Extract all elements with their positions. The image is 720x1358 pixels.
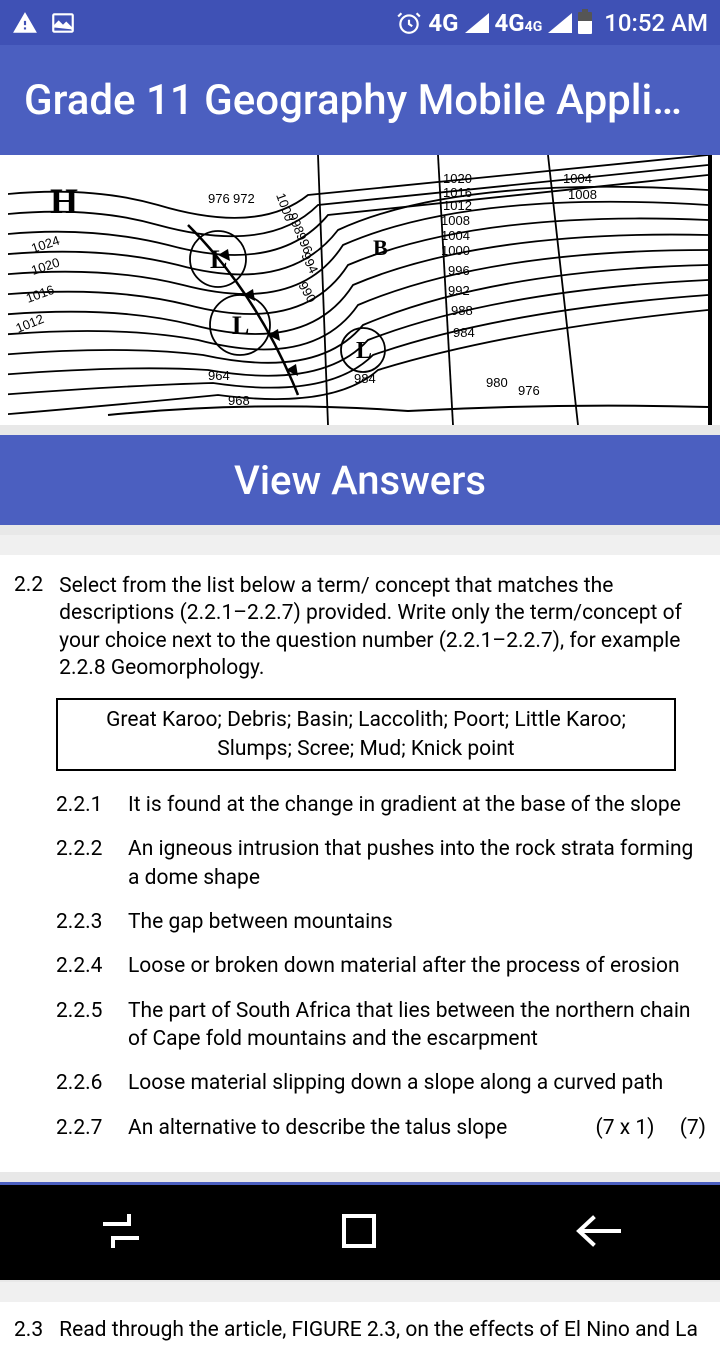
sub-question: 2.2.1 It is found at the change in gradi… [56,791,706,819]
sub-text: It is found at the change in gradient at… [128,791,706,819]
sub-num: 2.2.6 [56,1069,110,1097]
l-symbol-3: L [356,338,372,364]
divider [0,1172,720,1182]
svg-text:972: 972 [233,191,255,206]
sub-text: Loose material slipping down a slope alo… [128,1069,706,1097]
sub-text: The part of South Africa that lies betwe… [128,997,706,1054]
sub-question: 2.2.5 The part of South Africa that lies… [56,997,706,1054]
svg-text:976: 976 [518,383,540,398]
sub-num: 2.2.7 [56,1114,110,1142]
recent-apps-button[interactable] [97,1212,145,1254]
spacer [0,1282,720,1302]
term-list-box: Great Karoo; Debris; Basin; Laccolith; P… [56,698,676,771]
question-instructions: Select from the list below a term/ conce… [59,573,706,682]
image-icon [50,10,76,36]
sub-num: 2.2.5 [56,997,110,1054]
h-symbol: H [50,181,78,221]
alarm-icon [396,10,422,36]
sub-question: 2.2.3 The gap between mountains [56,908,706,936]
status-left [12,10,76,36]
sub-question: 2.2.4 Loose or broken down material afte… [56,952,706,980]
question-2-3: 2.3 Read through the article, FIGURE 2.3… [0,1302,720,1358]
network-label-2: 4G4G [495,9,543,37]
svg-text:964: 964 [208,368,230,383]
clock: 10:52 AM [604,9,708,37]
b-symbol: B [373,235,388,260]
l-symbol-1: L [210,245,227,274]
svg-text:1020: 1020 [29,255,61,278]
marks-per: (7 x 1) [596,1114,655,1142]
sub-questions: 2.2.1 It is found at the change in gradi… [14,791,706,1142]
sub-num: 2.2.3 [56,908,110,936]
sub-question: 2.2.2 An igneous intrusion that pushes i… [56,835,706,892]
navigation-bar [0,1185,720,1280]
svg-text:988: 988 [451,303,473,318]
home-button[interactable] [338,1210,380,1256]
svg-text:1020: 1020 [443,171,472,186]
svg-text:976: 976 [208,191,230,206]
marks-total: (7) [680,1114,706,1142]
sub-question: 2.2.7 An alternative to describe the tal… [56,1114,706,1142]
svg-text:1000: 1000 [441,243,470,258]
app-bar: Grade 11 Geography Mobile Appli… [0,45,720,155]
svg-text:992: 992 [448,283,470,298]
svg-text:1008: 1008 [441,213,470,228]
view-answers-label: View Answers [234,457,486,504]
sub-question: 2.2.6 Loose material slipping down a slo… [56,1069,706,1097]
synoptic-chart: H L L L B 1024 1020 1016 1012 976 972 10… [8,155,708,425]
svg-text:1016: 1016 [24,282,56,306]
svg-text:1004: 1004 [563,171,592,186]
view-answers-button[interactable]: View Answers [0,435,720,525]
weather-map: H L L L B 1024 1020 1016 1012 976 972 10… [8,155,712,425]
battery-icon [578,12,592,34]
sub-text: An alternative to describe the talus slo… [128,1114,507,1142]
sub-text: Loose or broken down material after the … [128,952,706,980]
status-right: 4G 4G4G 10:52 AM [396,9,708,37]
network-label-1: 4G [428,9,458,37]
l-symbol-2: L [232,311,249,340]
sub-text: The gap between mountains [128,908,706,936]
svg-text:984: 984 [453,325,475,340]
marks: (7 x 1) (7) [556,1114,706,1142]
spacer [0,535,720,555]
svg-text:1008: 1008 [568,187,597,202]
svg-text:1004: 1004 [441,228,470,243]
divider [0,525,720,535]
svg-text:980: 980 [486,375,508,390]
content-area: H L L L B 1024 1020 1016 1012 976 972 10… [0,155,720,1358]
back-button[interactable] [573,1212,623,1254]
sub-num: 2.2.2 [56,835,110,892]
warning-icon [12,10,38,36]
question-text: Read through the article, FIGURE 2.3, on… [59,1318,698,1342]
question-2-2: 2.2 Select from the list below a term/ c… [0,555,720,1172]
divider [0,425,720,435]
app-title: Grade 11 Geography Mobile Appli… [24,76,682,125]
signal-icon-1 [465,13,489,33]
question-number: 2.2 [14,573,43,682]
sub-num: 2.2.1 [56,791,110,819]
signal-icon-2 [548,13,572,33]
question-number: 2.3 [14,1318,43,1342]
svg-text:996: 996 [448,263,470,278]
svg-text:1012: 1012 [443,198,472,213]
status-bar: 4G 4G4G 10:52 AM [0,0,720,45]
question-header: 2.2 Select from the list below a term/ c… [14,573,706,682]
sub-num: 2.2.4 [56,952,110,980]
sub-text: An igneous intrusion that pushes into th… [128,835,706,892]
svg-text:984: 984 [354,371,376,386]
